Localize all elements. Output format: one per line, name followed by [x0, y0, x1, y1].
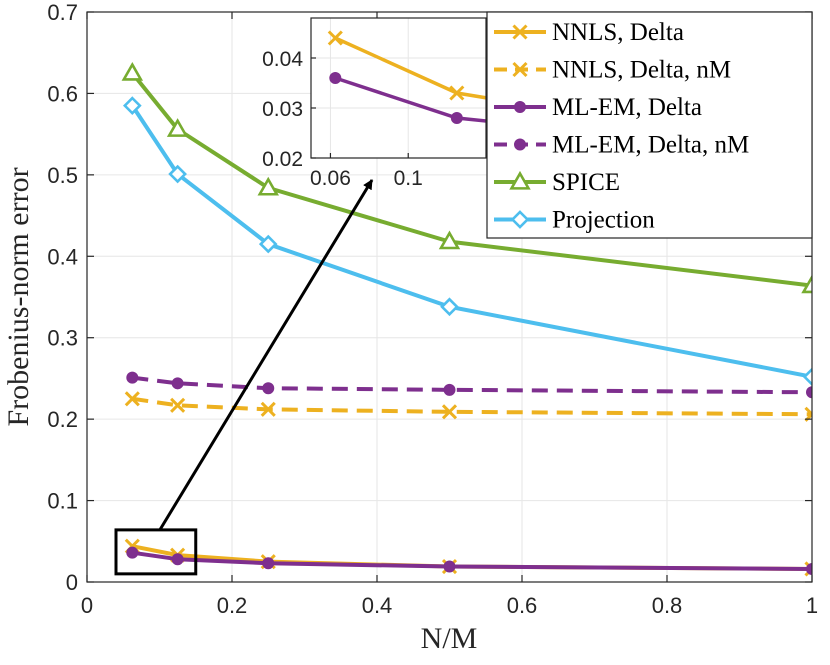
- data-point: [260, 401, 276, 417]
- data-point: [124, 391, 140, 407]
- series-ml-em-delta-nm: [126, 371, 812, 399]
- inset-y-tick-label: 0.04: [262, 48, 303, 71]
- data-point: [262, 382, 275, 395]
- legend-marker: [512, 24, 528, 40]
- inset-data-point: [329, 72, 342, 84]
- y-tick-label: 0.1: [47, 489, 78, 514]
- x-tick-label: 1: [806, 593, 818, 618]
- data-point: [121, 61, 144, 81]
- data-point: [443, 560, 456, 573]
- data-point: [806, 386, 812, 399]
- inset-x-tick-label: 0.1: [394, 167, 423, 190]
- legend-marker: [514, 101, 526, 113]
- y-tick-label: 0.7: [47, 0, 78, 25]
- data-point: [126, 546, 139, 559]
- y-tick-label: 0.4: [47, 244, 78, 269]
- legend-label: ML-EM, Delta: [552, 94, 702, 121]
- y-tick-label: 0.2: [47, 407, 78, 432]
- x-axis: 0 0.2 0.4 0.6 0.8 1: [81, 12, 818, 618]
- series-ml-em-delta: [126, 546, 812, 575]
- data-point: [170, 397, 186, 413]
- data-point: [166, 118, 189, 137]
- x-axis-label: N/M: [421, 622, 478, 655]
- legend-label: Projection: [552, 207, 655, 234]
- data-point: [443, 383, 456, 396]
- series-layer: [121, 61, 812, 577]
- legend-entry-ml-em-delta: ML-EM, Delta: [494, 94, 702, 121]
- legend-box: [486, 11, 813, 239]
- legend-label: SPICE: [552, 169, 620, 196]
- legend-marker: [509, 170, 531, 190]
- y-tick-label: 0: [66, 570, 78, 595]
- inset-axes: 0.06 0.1 0.02 0.03 0.04: [262, 48, 423, 190]
- zoom-region-box: [114, 528, 198, 576]
- series-spice: [121, 61, 812, 294]
- legend-entry-spice: SPICE: [494, 169, 620, 196]
- legend-label: ML-EM, Delta, nM: [552, 132, 749, 159]
- data-point: [122, 96, 142, 115]
- data-point: [804, 561, 812, 577]
- inset-series-ml-em-delta: [329, 72, 486, 124]
- data-point: [438, 230, 461, 250]
- data-point: [806, 562, 812, 575]
- y-tick-label: 0.5: [47, 163, 78, 188]
- legend-marker: [514, 138, 526, 151]
- inset-y-tick-label: 0.03: [262, 98, 303, 121]
- data-point: [168, 164, 187, 184]
- inset-series-layer: [327, 30, 486, 124]
- data-point: [441, 404, 458, 420]
- x-tick-label: 0.6: [507, 593, 538, 618]
- data-point: [126, 371, 139, 384]
- data-point: [802, 367, 812, 387]
- legend-entry-ml-em-delta-nm: ML-EM, Delta, nM: [494, 132, 749, 159]
- x-tick-label: 0.2: [217, 593, 248, 618]
- data-point: [257, 176, 279, 196]
- inset-frame: [310, 17, 487, 159]
- legend-marker: [510, 210, 530, 229]
- legend-marker: [512, 61, 528, 78]
- y-tick-label: 0.3: [47, 326, 78, 351]
- inset-data-point: [327, 30, 343, 46]
- x-tick-label: 0: [81, 593, 93, 618]
- data-point: [801, 274, 812, 294]
- y-tick-label: 0.6: [47, 81, 78, 106]
- zoom-arrow: [158, 179, 374, 531]
- inset-data-point: [449, 85, 465, 101]
- y-axis: 0 0.1 0.2 0.3 0.4 0.5 0.6 0.7: [47, 0, 812, 595]
- data-point: [171, 553, 184, 566]
- legend-label: NNLS, Delta: [552, 19, 684, 46]
- legend-label: NNLS, Delta, nM: [552, 57, 731, 84]
- data-point: [258, 234, 278, 254]
- y-axis-label: Frobenius-norm error: [2, 167, 35, 426]
- inset-series-line: [334, 36, 486, 100]
- x-tick-label: 0.8: [652, 593, 683, 618]
- legend-entry-projection: Projection: [494, 207, 655, 234]
- legend: NNLS, Delta NNLS, Delta, nM ML-EM, Delta ML…: [486, 11, 813, 239]
- legend-entry-nnls-delta-nm: NNLS, Delta, nM: [494, 57, 731, 84]
- inset-series-line: [334, 76, 486, 123]
- inset-series-nnls-delta: [327, 30, 486, 101]
- x-tick-label: 0.4: [362, 593, 393, 618]
- series-nnls-delta-nm: [124, 391, 812, 422]
- plot-frame: [86, 11, 813, 583]
- series-projection: [122, 96, 812, 387]
- inset-x-tick-label: 0.06: [310, 167, 351, 190]
- legend-entry-nnls-delta: NNLS, Delta: [494, 19, 684, 46]
- data-point: [440, 297, 459, 317]
- data-point: [262, 557, 275, 570]
- inset-data-point: [450, 112, 463, 124]
- data-point: [171, 377, 184, 390]
- inset-y-tick-label: 0.02: [262, 148, 303, 171]
